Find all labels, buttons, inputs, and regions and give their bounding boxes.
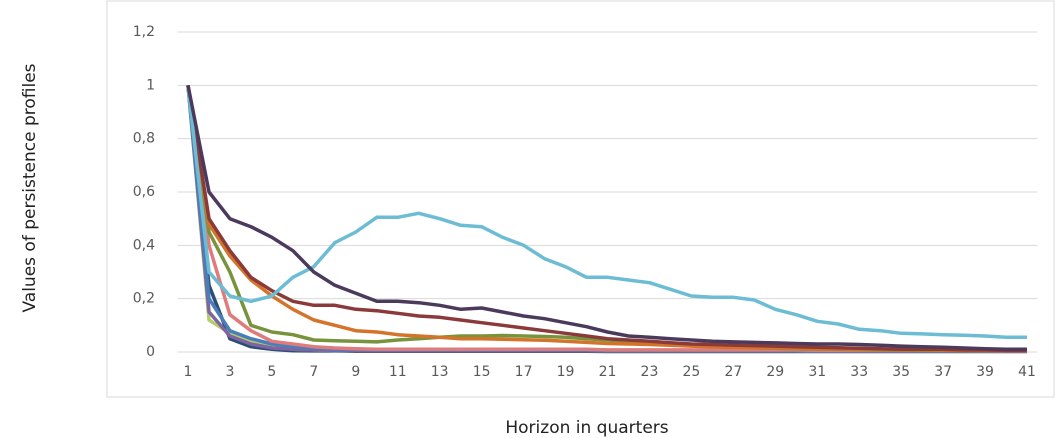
x-tick-label: 21 xyxy=(599,364,617,380)
series-line xyxy=(186,85,1027,353)
x-tick-label: 33 xyxy=(850,364,868,380)
series-line xyxy=(186,85,1027,353)
x-tick-label: 41 xyxy=(1018,364,1036,380)
series-line xyxy=(186,85,1027,353)
series-line xyxy=(186,85,1027,353)
x-tick-label: 3 xyxy=(225,364,234,380)
x-tick-label: 19 xyxy=(557,364,575,380)
x-tick-label: 25 xyxy=(682,364,700,380)
series-line xyxy=(186,85,1027,353)
series-line xyxy=(186,84,1027,352)
chart-border xyxy=(106,0,1055,398)
series-line xyxy=(186,85,1027,353)
y-tick-label: 0,8 xyxy=(133,131,155,147)
x-tick-label: 9 xyxy=(351,364,360,380)
x-tick-label: 35 xyxy=(892,364,910,380)
y-tick-label: 0,2 xyxy=(133,291,155,307)
x-tick-label: 11 xyxy=(389,364,407,380)
x-tick-label: 17 xyxy=(515,364,533,380)
x-tick-label: 27 xyxy=(724,364,742,380)
x-tick-label: 39 xyxy=(976,364,994,380)
y-tick-label: 0,6 xyxy=(133,184,155,200)
x-tick-label: 15 xyxy=(473,364,491,380)
x-tick-label: 1 xyxy=(184,364,193,380)
x-tick-label: 31 xyxy=(808,364,826,380)
x-tick-label: 29 xyxy=(766,364,784,380)
x-tick-label: 37 xyxy=(934,364,952,380)
series-line xyxy=(186,85,1027,340)
series-line xyxy=(186,85,1027,353)
x-tick-label: 13 xyxy=(431,364,449,380)
y-tick-label: 1,2 xyxy=(133,24,155,40)
x-tick-label: 7 xyxy=(309,364,318,380)
y-tick-label: 0,4 xyxy=(133,237,155,253)
series-line xyxy=(186,85,1027,354)
y-axis-title: Values of persistence profiles xyxy=(20,63,40,312)
x-tick-label: 5 xyxy=(267,364,276,380)
y-tick-label: 1 xyxy=(146,77,155,93)
x-tick-label: 23 xyxy=(641,364,659,380)
x-axis-title: Horizon in quarters xyxy=(505,418,668,438)
y-tick-label: 0 xyxy=(146,344,155,360)
